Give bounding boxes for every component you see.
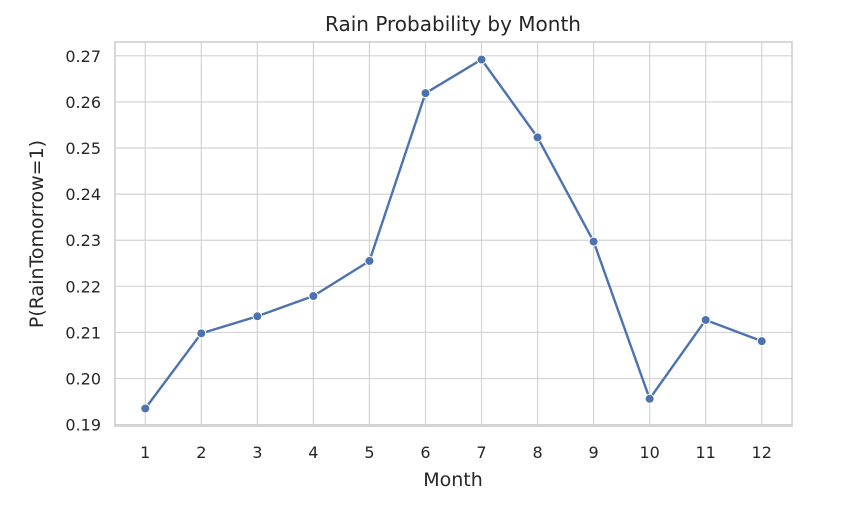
x-tick-label: 3 (252, 443, 262, 462)
y-tick-label: 0.25 (65, 139, 101, 158)
y-tick-label: 0.24 (65, 185, 101, 204)
data-point (420, 88, 431, 99)
y-tick-label: 0.23 (65, 231, 101, 250)
plot-frame (114, 41, 793, 427)
x-axis-label: Month (423, 469, 483, 491)
y-tick-label: 0.22 (65, 277, 101, 296)
x-gridlines (144, 42, 763, 426)
x-tick-labels: 1 2 3 4 5 6 7 8 9 10 11 12 (140, 443, 772, 462)
y-axis-label: P(RainTomorrow=1) (26, 140, 48, 328)
data-point (644, 393, 655, 404)
x-tick-label: 11 (696, 443, 716, 462)
y-tick-label: 0.27 (65, 47, 101, 66)
series-rain-probability (140, 54, 767, 414)
data-point (476, 54, 487, 65)
y-tick-label: 0.19 (65, 416, 101, 435)
data-point (588, 236, 599, 247)
x-tick-label: 2 (196, 443, 206, 462)
y-tick-label: 0.21 (65, 323, 101, 342)
series-line (144, 58, 763, 410)
y-tick-label: 0.20 (65, 370, 101, 389)
data-point (196, 328, 207, 339)
y-gridlines (115, 55, 792, 426)
chart-title: Rain Probability by Month (325, 12, 581, 36)
x-tick-label: 6 (420, 443, 430, 462)
y-tick-label: 0.26 (65, 93, 101, 112)
data-point (252, 311, 263, 322)
x-tick-label: 4 (308, 443, 318, 462)
x-tick-label: 10 (639, 443, 659, 462)
x-tick-label: 9 (589, 443, 599, 462)
data-point (756, 336, 767, 347)
y-tick-labels: 0.19 0.20 0.21 0.22 0.23 0.24 0.25 0.26 0.27 (65, 47, 101, 435)
data-point (140, 403, 151, 414)
data-point (700, 314, 711, 325)
x-tick-label: 8 (532, 443, 542, 462)
data-point (532, 132, 543, 143)
data-point (308, 291, 319, 302)
x-tick-label: 5 (364, 443, 374, 462)
x-tick-label: 7 (476, 443, 486, 462)
x-tick-label: 12 (752, 443, 772, 462)
x-tick-label: 1 (140, 443, 150, 462)
data-point (364, 255, 375, 266)
